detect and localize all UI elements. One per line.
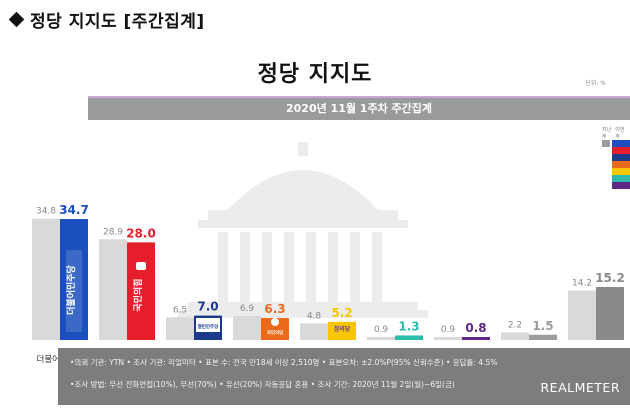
value-label-current: 1.3 [398, 319, 419, 333]
bar-current-week [529, 334, 557, 340]
value-label-previous: 6.5 [173, 305, 187, 315]
bar-previous-week [501, 332, 529, 340]
value-label-current: 34.7 [59, 203, 89, 217]
value-label-current: 1.5 [532, 319, 553, 333]
legend: 지난주 이번 주 [602, 126, 630, 140]
legend-swatch [612, 154, 630, 161]
value-label-current: 7.0 [197, 300, 218, 314]
unit-label: 단위: % [585, 80, 606, 87]
bar-previous-week [300, 323, 328, 340]
bar-current-week [395, 335, 423, 340]
period-band: 2020년 11월 1주차 주간집계 [88, 96, 630, 120]
party-logo-2: 열린민주당 [198, 323, 220, 330]
chart-title: 정당 지지도 [257, 62, 373, 87]
bar-previous-week [99, 239, 127, 340]
value-label-current: 5.2 [331, 306, 352, 320]
legend-current-label: 이번 주 [615, 127, 625, 140]
page-header: 정당 지지도 [주간집계] [8, 6, 205, 32]
value-label-current: 6.3 [264, 302, 285, 316]
legend-swatch [612, 175, 630, 182]
bar-current-week [328, 321, 356, 340]
value-label-previous: 2.2 [508, 320, 522, 330]
bar-current-week [462, 337, 490, 340]
value-label-previous: 0.9 [374, 325, 389, 335]
legend-swatch [612, 147, 630, 154]
value-label-current: 0.8 [465, 321, 486, 335]
party-logo-badge [196, 318, 220, 332]
footer-line-1: •의뢰 기관: YTN • 조사 기관: 리얼미터 • 표본 수: 전국 만18… [70, 358, 498, 367]
value-label-previous: 28.9 [103, 227, 123, 237]
party-logo-0: 더불어민주당 [65, 264, 77, 314]
bar-previous-week [367, 336, 395, 340]
bar-previous-week [166, 317, 194, 340]
legend-current-swatches [612, 140, 630, 189]
party-logo-3: 국민의당 [267, 329, 284, 336]
bar-current-week [596, 287, 624, 340]
value-label-previous: 6.9 [240, 304, 255, 314]
bar-previous-week [32, 218, 60, 340]
party-logo-mark [271, 318, 279, 326]
footer-line-2: •조사 방법: 무선 전화면접(10%), 무선(70%) • 유선(20%) … [70, 380, 455, 389]
value-label-previous: 0.9 [441, 325, 456, 335]
legend-previous-swatch [602, 140, 610, 147]
party-logo-1: 국민의힘 [132, 278, 144, 311]
value-label-current: 15.2 [595, 271, 625, 285]
bar-previous-week [568, 290, 596, 340]
bar-current-week [127, 242, 155, 340]
chart-card: 정당 지지도 단위: % 2020년 11월 1주차 주간집계 지난주 이번 주 [18, 40, 630, 409]
party-logo-4: 정의당 [334, 325, 351, 333]
legend-swatch [612, 161, 630, 168]
legend-swatch [612, 168, 630, 175]
realmeter-logo: REALMETER [540, 380, 620, 395]
page-header-title: 정당 지지도 [주간집계] [30, 11, 205, 32]
legend-swatch [612, 182, 630, 189]
party-logo-panel [66, 250, 82, 332]
period-band-text: 2020년 11월 1주차 주간집계 [285, 102, 433, 115]
diamond-bullet-icon [8, 11, 25, 27]
legend-swatch [612, 140, 630, 147]
national-assembly-watermark-icon [178, 142, 428, 318]
survey-info-footer: •의뢰 기관: YTN • 조사 기관: 리얼미터 • 표본 수: 전국 만18… [58, 348, 630, 405]
party-logo-mark [136, 262, 146, 270]
value-label-current: 28.0 [126, 226, 156, 240]
bar-previous-week [434, 336, 462, 340]
legend-previous-label: 지난주 [602, 127, 612, 140]
value-label-previous: 4.8 [307, 311, 322, 321]
value-label-previous: 34.8 [36, 207, 56, 217]
value-label-previous: 14.2 [572, 279, 592, 289]
bar-current-week [60, 219, 88, 340]
bar-previous-week [233, 315, 261, 340]
bar-chart: 34.834.7 더불어민주당 28.928.0 국민의힘 6.5 7.0 열린민주당 6.9… [32, 203, 625, 365]
bar-current-week [261, 318, 289, 340]
